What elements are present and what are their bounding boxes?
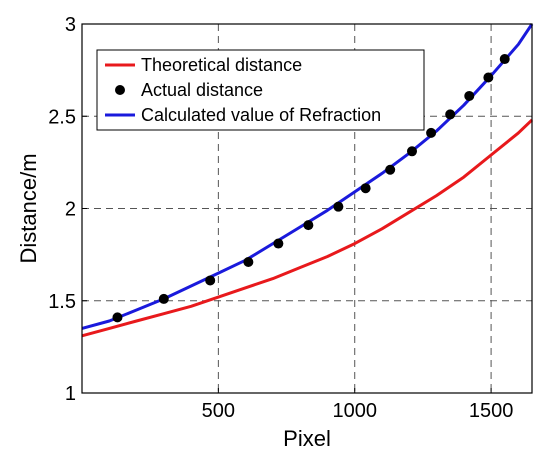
y-tick-label: 2 bbox=[65, 199, 76, 221]
y-axis-label: Distance/m bbox=[16, 153, 41, 263]
legend-box bbox=[96, 49, 425, 131]
data-point bbox=[158, 293, 169, 304]
data-point bbox=[499, 54, 510, 65]
plot-series bbox=[81, 23, 534, 338]
legend-swatch-actual-distance bbox=[115, 85, 125, 95]
data-point bbox=[273, 238, 284, 249]
data-point bbox=[385, 164, 396, 175]
data-point bbox=[360, 183, 371, 194]
data-point bbox=[205, 275, 216, 286]
data-point bbox=[243, 257, 254, 268]
y-tick-label: 2.5 bbox=[48, 106, 76, 128]
legend-entry-calculated-refraction: Calculated value of Refraction bbox=[141, 105, 381, 125]
legend: Theoretical distance Actual distance Cal… bbox=[96, 49, 425, 131]
data-point bbox=[112, 312, 123, 323]
x-tick-label: 1500 bbox=[469, 400, 514, 422]
data-point bbox=[333, 201, 344, 212]
axis-ticks: 500 1000 1500 1 1.5 2 2.5 3 bbox=[48, 14, 513, 422]
data-point bbox=[483, 72, 494, 83]
y-tick-label: 3 bbox=[65, 14, 76, 36]
x-tick-label: 1000 bbox=[332, 400, 377, 422]
x-axis-label: Pixel bbox=[283, 426, 331, 451]
series-line-0 bbox=[81, 118, 534, 338]
legend-entry-theoretical-distance: Theoretical distance bbox=[141, 55, 302, 75]
y-tick-label: 1.5 bbox=[48, 291, 76, 313]
y-tick-label: 1 bbox=[65, 383, 76, 405]
data-point bbox=[303, 220, 314, 231]
data-point bbox=[445, 109, 456, 120]
legend-entry-actual-distance: Actual distance bbox=[141, 80, 263, 100]
data-point bbox=[426, 127, 437, 138]
data-point bbox=[407, 146, 417, 157]
data-point bbox=[464, 90, 475, 101]
x-tick-label: 500 bbox=[202, 400, 235, 422]
